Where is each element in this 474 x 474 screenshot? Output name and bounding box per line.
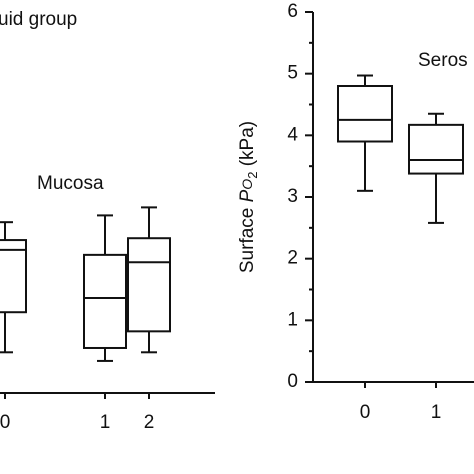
y-tick-label: 0 xyxy=(287,371,298,392)
x-tick-label: 0 xyxy=(360,402,371,423)
y-tick-label: 4 xyxy=(287,124,298,145)
x-tick-label: 1 xyxy=(431,402,442,423)
annotation: Mucosa xyxy=(37,173,104,194)
y-axis-label-part: 2 xyxy=(245,172,260,179)
chart-title: uid group xyxy=(0,9,77,30)
y-tick-label: 3 xyxy=(287,186,298,207)
box xyxy=(408,123,464,175)
y-tick-label: 6 xyxy=(287,1,298,22)
x-tick-label: 2 xyxy=(144,412,155,433)
y-axis-label-part: (kPa) xyxy=(237,121,258,172)
y-tick-label: 1 xyxy=(287,309,298,330)
annotation: Seros xyxy=(418,50,468,71)
y-axis-label-part: P xyxy=(237,189,258,202)
y-axis-label-part: O xyxy=(239,179,255,190)
box xyxy=(83,253,127,349)
x-tick-label: 0 xyxy=(0,412,10,433)
y-axis-label-part: Surface xyxy=(237,202,258,273)
box xyxy=(0,239,27,314)
y-tick-label: 5 xyxy=(287,63,298,84)
y-axis-label: Surface PO2 (kPa) xyxy=(237,121,260,273)
box xyxy=(127,237,171,333)
x-tick-label: 1 xyxy=(100,412,111,433)
box xyxy=(337,85,393,143)
y-tick-label: 2 xyxy=(287,248,298,269)
